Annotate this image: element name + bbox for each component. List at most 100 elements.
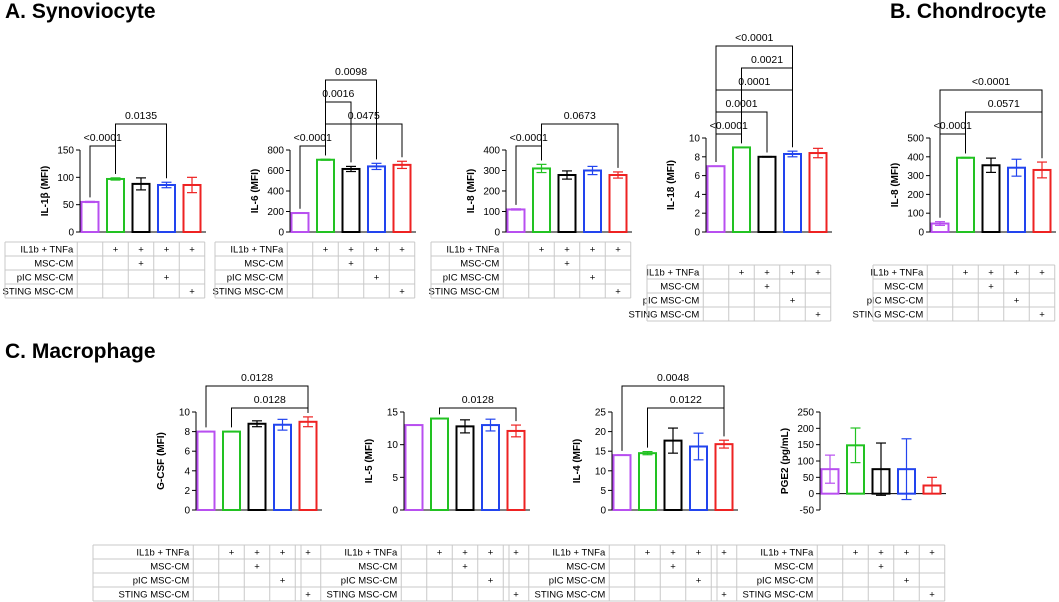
table-mark: + — [462, 562, 468, 573]
p-value-label: <0.0001 — [972, 76, 1010, 88]
y-tick-label: 6 — [184, 447, 190, 458]
bar — [757, 155, 777, 233]
y-tick-label: 200 — [483, 187, 500, 198]
table-mark: + — [764, 282, 770, 293]
y-tick-label: 15 — [595, 447, 607, 458]
y-tick-label: 5 — [600, 486, 606, 497]
y-tick-label: 100 — [57, 173, 74, 184]
y-axis-label: G-CSF (MFI) — [156, 432, 167, 490]
table-mark: + — [189, 287, 195, 298]
p-value-label: 0.0475 — [348, 110, 380, 122]
bar — [247, 422, 267, 512]
table-mark: + — [164, 273, 170, 284]
table-mark: + — [590, 273, 596, 284]
p-value-label: 0.0673 — [564, 110, 596, 122]
significance-bracket — [515, 145, 542, 205]
y-axis-label: IL-8 (MFI) — [466, 169, 477, 213]
y-tick-label: 250 — [797, 408, 814, 419]
table-mark: + — [615, 287, 621, 298]
bar — [157, 183, 176, 233]
y-tick-label: 4 — [184, 466, 190, 477]
significance-bracket — [965, 111, 1043, 159]
table-mark: + — [615, 245, 621, 256]
y-tick-label: 0 — [918, 228, 924, 239]
p-value-label: 0.0048 — [657, 372, 689, 384]
table-row-label: IL1b + TNFa — [20, 245, 74, 256]
table-mark: + — [280, 548, 286, 559]
y-axis-label: IL-5 (MFI) — [364, 439, 375, 483]
table-row-label: STING MSC-CM — [119, 590, 190, 601]
table-mark: + — [929, 548, 935, 559]
y-tick-label: 300 — [483, 166, 500, 177]
bar — [273, 423, 292, 511]
bar — [981, 164, 1001, 233]
table-mark: + — [790, 296, 796, 307]
bar — [612, 454, 632, 511]
y-tick-label: 25 — [595, 408, 607, 419]
significance-bracket — [939, 89, 1043, 218]
significance-bracket — [939, 133, 966, 218]
bar — [196, 430, 216, 512]
y-tick-label: 100 — [797, 457, 814, 468]
p-value-label: 0.0128 — [254, 394, 286, 406]
y-tick-label: 10 — [387, 440, 399, 451]
bar — [222, 430, 241, 512]
bar — [608, 174, 628, 233]
y-tick-label: 8 — [694, 152, 700, 163]
section-title-c: C. Macrophage — [5, 340, 156, 363]
y-tick-label: 200 — [267, 207, 284, 218]
table-mark: + — [113, 245, 119, 256]
table-mark: + — [815, 310, 821, 321]
table-mark: + — [488, 548, 494, 559]
table-row-label: IL1b + TNFa — [646, 268, 700, 279]
table-mark: + — [853, 548, 859, 559]
significance-bracket — [439, 407, 517, 422]
y-tick-label: -50 — [800, 506, 815, 517]
table-mark: + — [1014, 296, 1020, 307]
significance-bracket — [715, 45, 793, 163]
y-tick-label: 2 — [694, 209, 700, 220]
bar — [341, 167, 361, 233]
table-mark: + — [564, 259, 570, 270]
table-row-label: STING MSC-CM — [629, 310, 700, 321]
y-axis-label: IL-18 (MFI) — [666, 160, 677, 210]
table-mark: + — [374, 273, 380, 284]
table-row-label: IL1b + TNFa — [760, 548, 814, 559]
y-tick-label: 400 — [907, 152, 924, 163]
table-mark: + — [229, 548, 235, 559]
y-tick-label: 0 — [494, 228, 500, 239]
bar — [956, 156, 975, 234]
y-tick-label: 200 — [907, 190, 924, 201]
y-tick-label: 100 — [907, 209, 924, 220]
significance-bracket — [541, 123, 619, 168]
y-tick-label: 0 — [600, 506, 606, 517]
p-value-label: 0.0016 — [322, 88, 354, 100]
table-mark: + — [539, 245, 545, 256]
y-tick-label: 10 — [179, 408, 191, 419]
p-value-label: 0.0021 — [751, 54, 783, 66]
table-mark: + — [739, 268, 745, 279]
p-value-label: 0.0001 — [738, 76, 770, 88]
table-mark: + — [929, 590, 935, 601]
section-title-b: B. Chondrocyte — [890, 0, 1046, 23]
chart-mac-il5: 0 5 10 15 IL-5 (MFI) 0.0128 IL1b + TNFa + + + + MSC… — [300, 394, 530, 602]
significance-bracket — [89, 145, 116, 198]
table-row-label: pIC MSC-CM — [341, 576, 398, 587]
bar — [808, 152, 828, 233]
bar — [430, 417, 449, 511]
bar — [298, 420, 318, 511]
bar — [506, 429, 526, 511]
table-mark: + — [988, 268, 994, 279]
y-tick-label: 800 — [267, 146, 284, 157]
table-row-label: IL1b + TNFa — [552, 548, 606, 559]
table-row-label: pIC MSC-CM — [549, 576, 606, 587]
table-mark: + — [305, 590, 311, 601]
y-tick-label: 0 — [694, 228, 700, 239]
table-mark: + — [513, 548, 519, 559]
y-tick-label: 400 — [267, 187, 284, 198]
table-mark: + — [790, 268, 796, 279]
p-value-label: <0.0001 — [735, 32, 773, 44]
